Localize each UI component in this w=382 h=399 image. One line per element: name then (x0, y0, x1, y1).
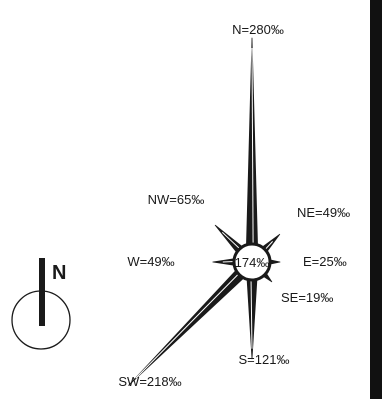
center-label: 174‰ (235, 255, 270, 270)
direction-label-ne: NE=49‰ (297, 205, 350, 220)
north-indicator-label: N (52, 262, 66, 284)
direction-label-nw: NW=65‰ (148, 192, 205, 207)
direction-label-se: SE=19‰ (281, 290, 333, 305)
north-arrow-icon (39, 258, 45, 326)
direction-label-e: E=25‰ (303, 254, 347, 269)
direction-label-s: S=121‰ (239, 352, 290, 367)
spike-highlight-n (251, 47, 254, 263)
north-indicator: N (11, 258, 71, 350)
center-circle (232, 242, 272, 282)
spike-highlight-sw (135, 260, 252, 379)
right-edge-bar (370, 0, 382, 399)
direction-label-sw: SW=218‰ (118, 374, 181, 389)
direction-label-n: N=280‰ (232, 22, 284, 37)
direction-label-w: W=49‰ (127, 254, 174, 269)
rose-spikes (128, 37, 281, 386)
